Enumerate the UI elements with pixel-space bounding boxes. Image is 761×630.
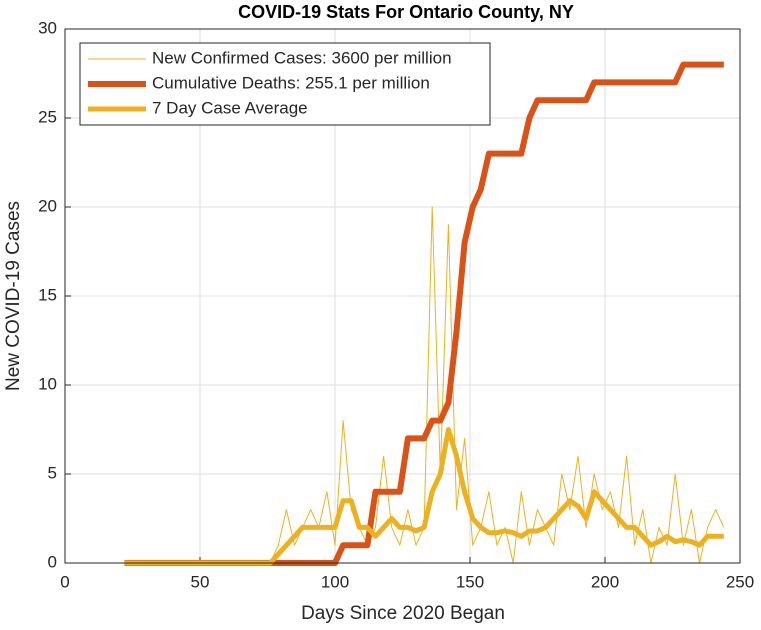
y-axis-label: New COVID-19 Cases bbox=[3, 201, 24, 391]
y-tick-label: 0 bbox=[48, 552, 57, 571]
x-tick-label: 150 bbox=[456, 572, 484, 591]
y-tick-label: 25 bbox=[38, 107, 57, 126]
x-tick-label: 100 bbox=[321, 572, 349, 591]
x-axis-label: Days Since 2020 Began bbox=[301, 603, 505, 624]
x-tick-label: 0 bbox=[60, 572, 69, 591]
x-tick-label: 50 bbox=[191, 572, 210, 591]
y-tick-label: 30 bbox=[38, 18, 57, 37]
y-tick-label: 10 bbox=[38, 374, 57, 393]
legend-label: Cumulative Deaths: 255.1 per million bbox=[152, 73, 430, 92]
legend-box bbox=[79, 42, 491, 126]
axes-box bbox=[64, 28, 741, 564]
x-tick-label: 250 bbox=[726, 572, 754, 591]
legend: New Confirmed Cases: 3600 per million Cum… bbox=[79, 42, 491, 126]
legend-label: 7 Day Case Average bbox=[152, 98, 308, 117]
y-tick-label: 5 bbox=[48, 463, 57, 482]
x-tick-label: 200 bbox=[591, 572, 619, 591]
y-tick-label: 20 bbox=[38, 196, 57, 215]
y-tick-label: 15 bbox=[38, 285, 57, 304]
chart-title: COVID-19 Stats For Ontario County, NY bbox=[238, 2, 574, 22]
legend-label: New Confirmed Cases: 3600 per million bbox=[152, 48, 452, 67]
